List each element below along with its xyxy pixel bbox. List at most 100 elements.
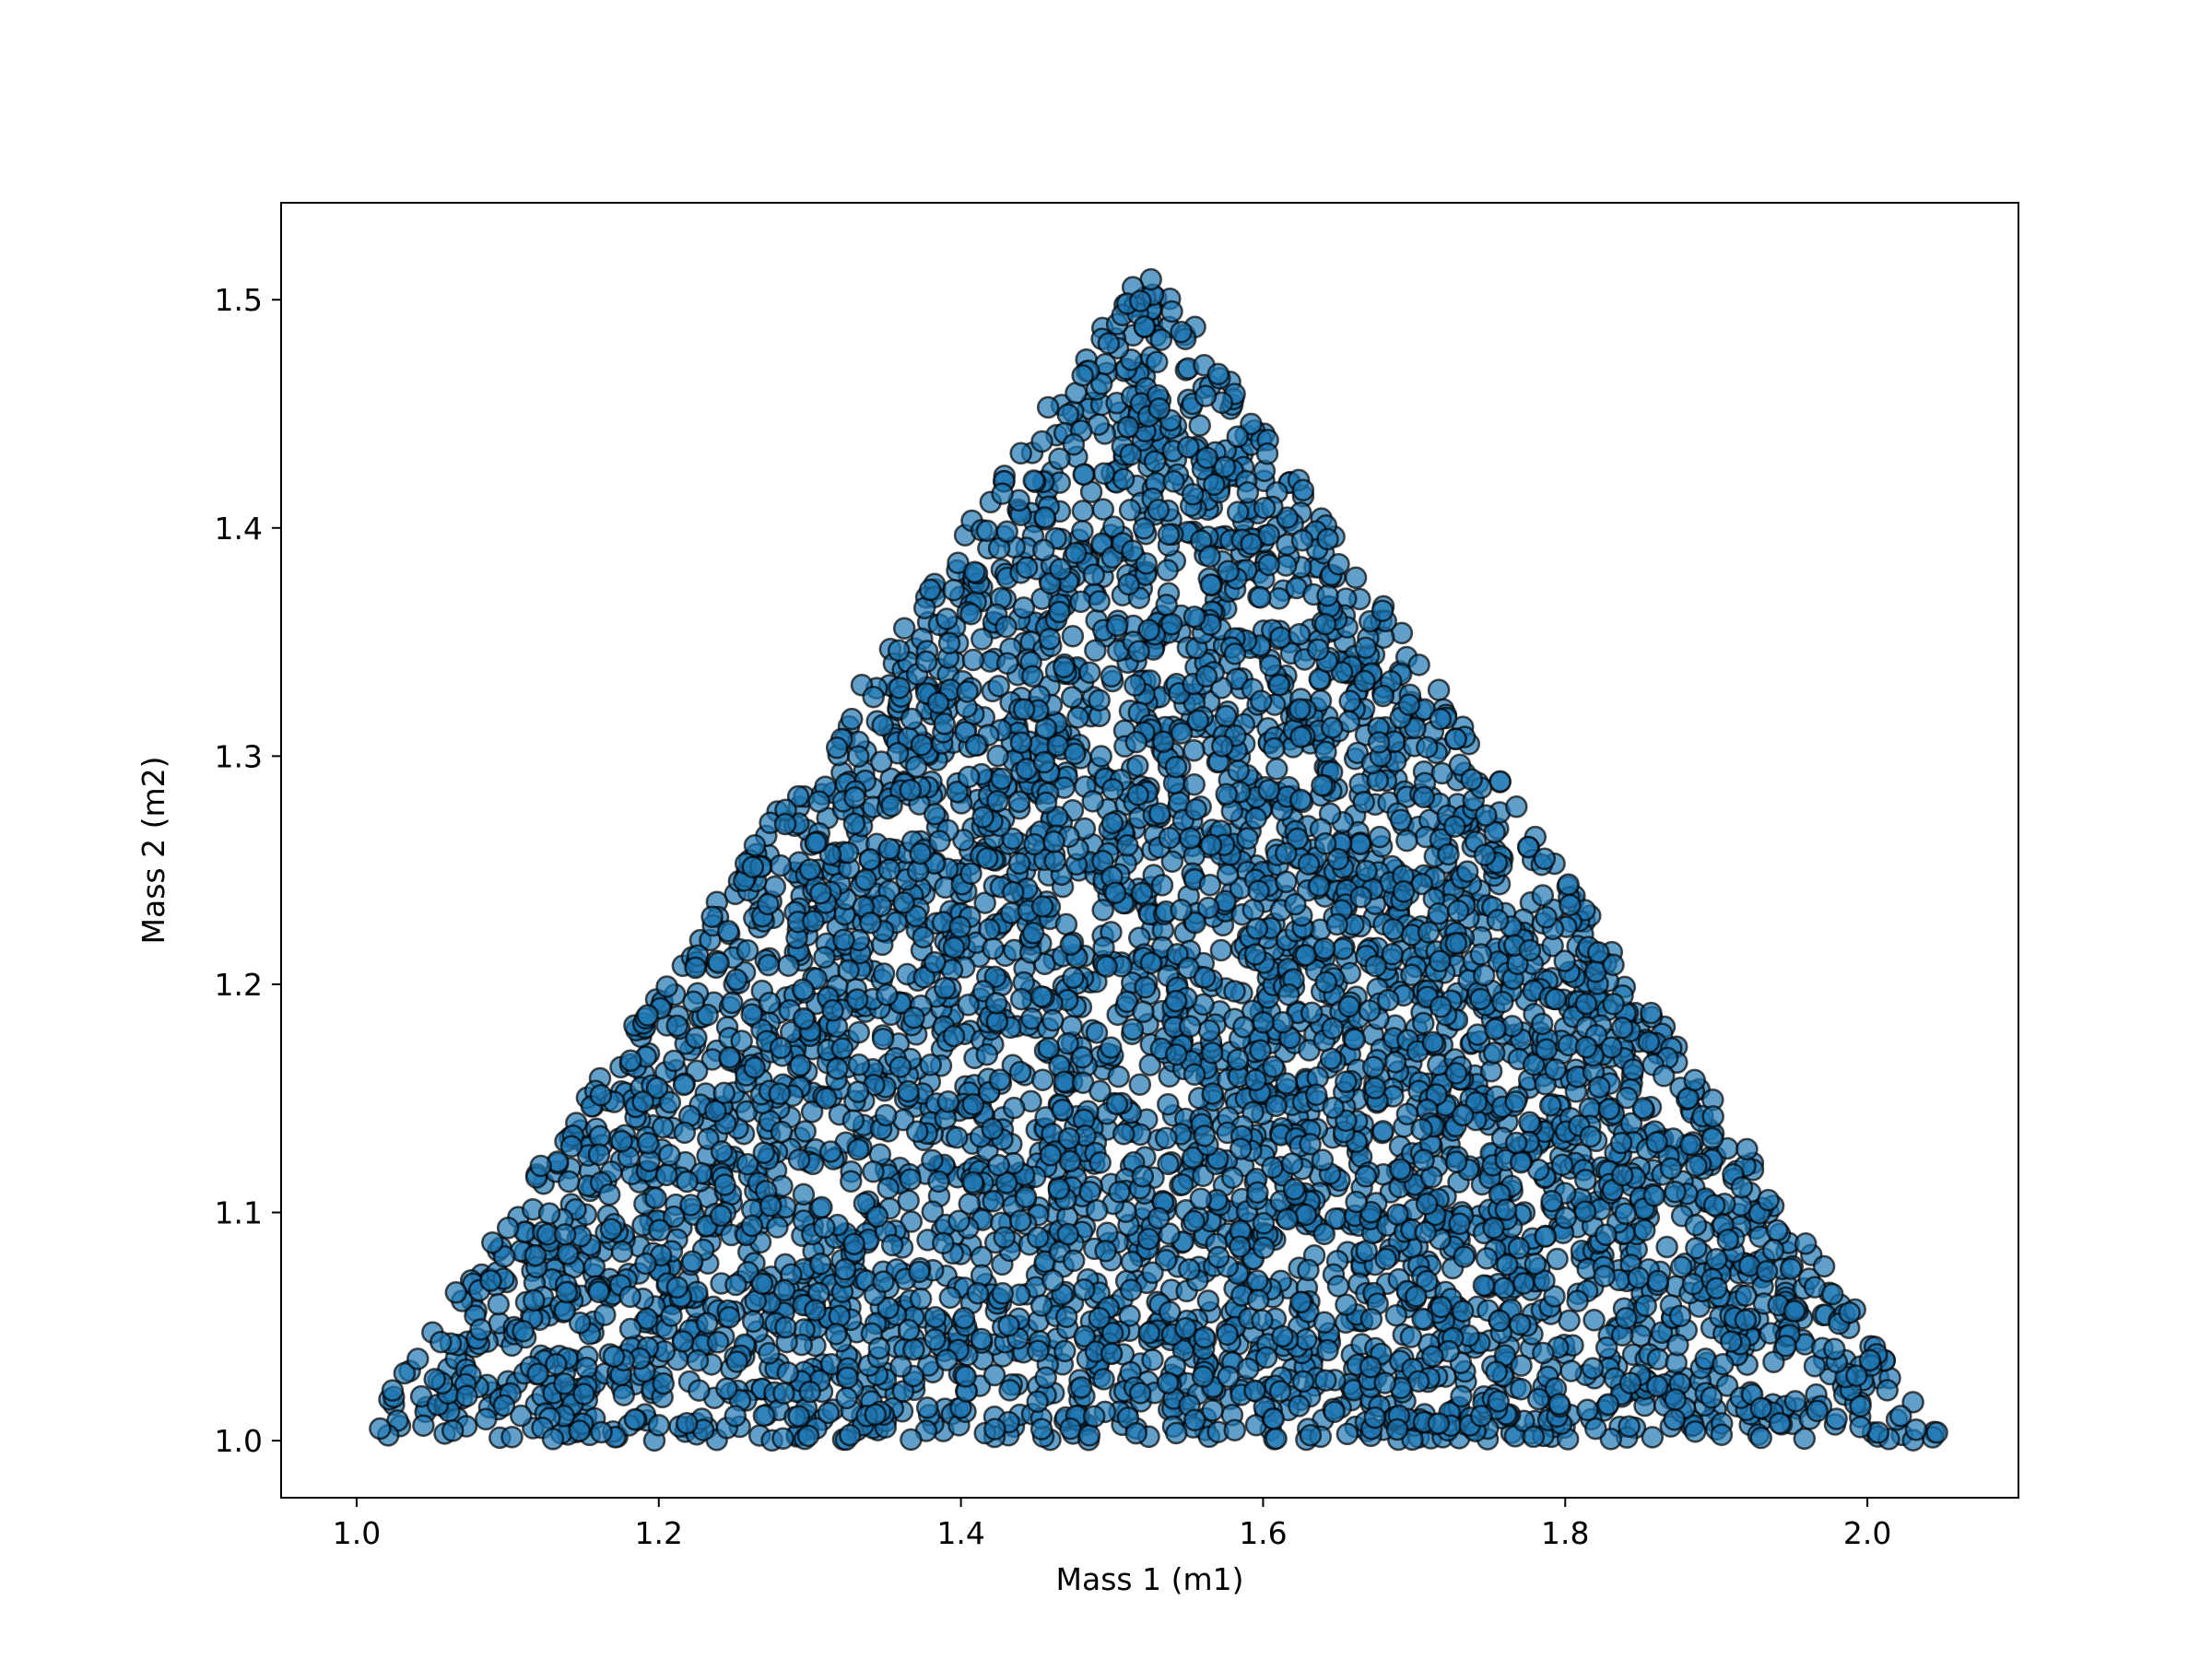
data-point [1092,462,1116,485]
data-point [1338,689,1361,712]
data-point [1761,1239,1785,1262]
data-point [529,1154,552,1178]
data-point [590,1420,613,1444]
data-point [1072,463,1095,487]
data-point [993,1226,1016,1249]
data-point [1066,706,1089,729]
data-point [523,1288,546,1312]
data-point [1321,716,1344,739]
data-point [769,1036,793,1060]
data-point [526,1362,550,1385]
data-point [1177,436,1200,459]
data-point [602,1345,626,1369]
data-point [1618,1371,1642,1394]
data-point [1373,1371,1396,1394]
data-point [1265,1094,1288,1118]
data-point [1485,1360,1508,1383]
data-point [481,1230,504,1254]
data-point [1291,1370,1315,1394]
data-point [1286,827,1310,851]
data-point [995,520,1018,544]
data-point [1845,1364,1868,1387]
data-point [1265,758,1288,781]
data-point [880,1233,904,1257]
data-point [1071,500,1095,523]
data-point [1137,618,1160,641]
data-point [1051,1098,1075,1122]
data-point [1243,943,1267,966]
data-point [644,1186,667,1210]
data-point [1533,847,1557,871]
data-point [1131,1165,1155,1188]
data-point [1573,1200,1597,1223]
data-point [716,920,740,943]
data-point [1054,1305,1078,1329]
data-point [1290,528,1314,552]
data-point [1229,1235,1252,1258]
data-point [1487,1390,1511,1413]
data-point [597,1182,621,1206]
data-point [612,1383,636,1406]
data-point [987,1153,1010,1177]
data-point [1021,665,1044,688]
data-point [1157,1092,1180,1116]
data-point [1492,1277,1516,1300]
data-point [1030,1294,1053,1317]
data-point [871,713,894,737]
data-point [1048,600,1071,624]
data-point [1386,1203,1409,1226]
data-point [665,1276,689,1299]
data-point [1316,1338,1339,1362]
data-point [1108,1181,1131,1204]
data-point [752,1141,776,1164]
data-point [1220,1166,1244,1189]
data-point [1412,1011,1435,1035]
data-point [1034,791,1058,815]
data-point [1112,467,1135,491]
data-point [1064,541,1088,565]
data-point [1448,1212,1471,1236]
data-point [1294,944,1318,967]
data-point [1138,1053,1162,1077]
data-point [1524,1253,1547,1276]
data-point [1115,990,1139,1014]
data-point [1127,640,1150,663]
data-point [636,1132,660,1155]
data-point [724,968,748,992]
data-point [1335,1422,1359,1446]
data-point [671,1330,695,1353]
data-point [718,1046,741,1069]
data-point [1007,790,1031,814]
data-point [1206,362,1230,386]
data-point [1240,533,1263,556]
data-point [709,1204,733,1228]
data-point [1593,1265,1616,1288]
data-point [631,1090,654,1113]
data-point [645,1077,669,1100]
data-point [819,1140,842,1163]
data-point [757,892,780,916]
data-point [794,1120,817,1143]
data-point [1155,594,1178,617]
data-point [1267,587,1290,610]
data-point [948,915,971,939]
data-point [924,1328,947,1351]
data-point [1531,1012,1554,1036]
data-point [978,918,1001,941]
data-point [877,1176,900,1200]
data-point [1597,1098,1621,1121]
data-point [1368,825,1392,849]
data-point [1484,1018,1507,1041]
data-point [1455,860,1479,883]
data-point [984,992,1008,1015]
data-point [1071,519,1094,543]
data-point [787,1405,810,1428]
data-point [1164,989,1188,1013]
data-point [1085,1021,1109,1044]
data-point [900,1428,923,1452]
data-point [1642,1184,1666,1207]
data-point [796,1424,820,1448]
data-point [500,1425,524,1449]
data-point [1237,1357,1260,1381]
data-point [1223,980,1246,1003]
